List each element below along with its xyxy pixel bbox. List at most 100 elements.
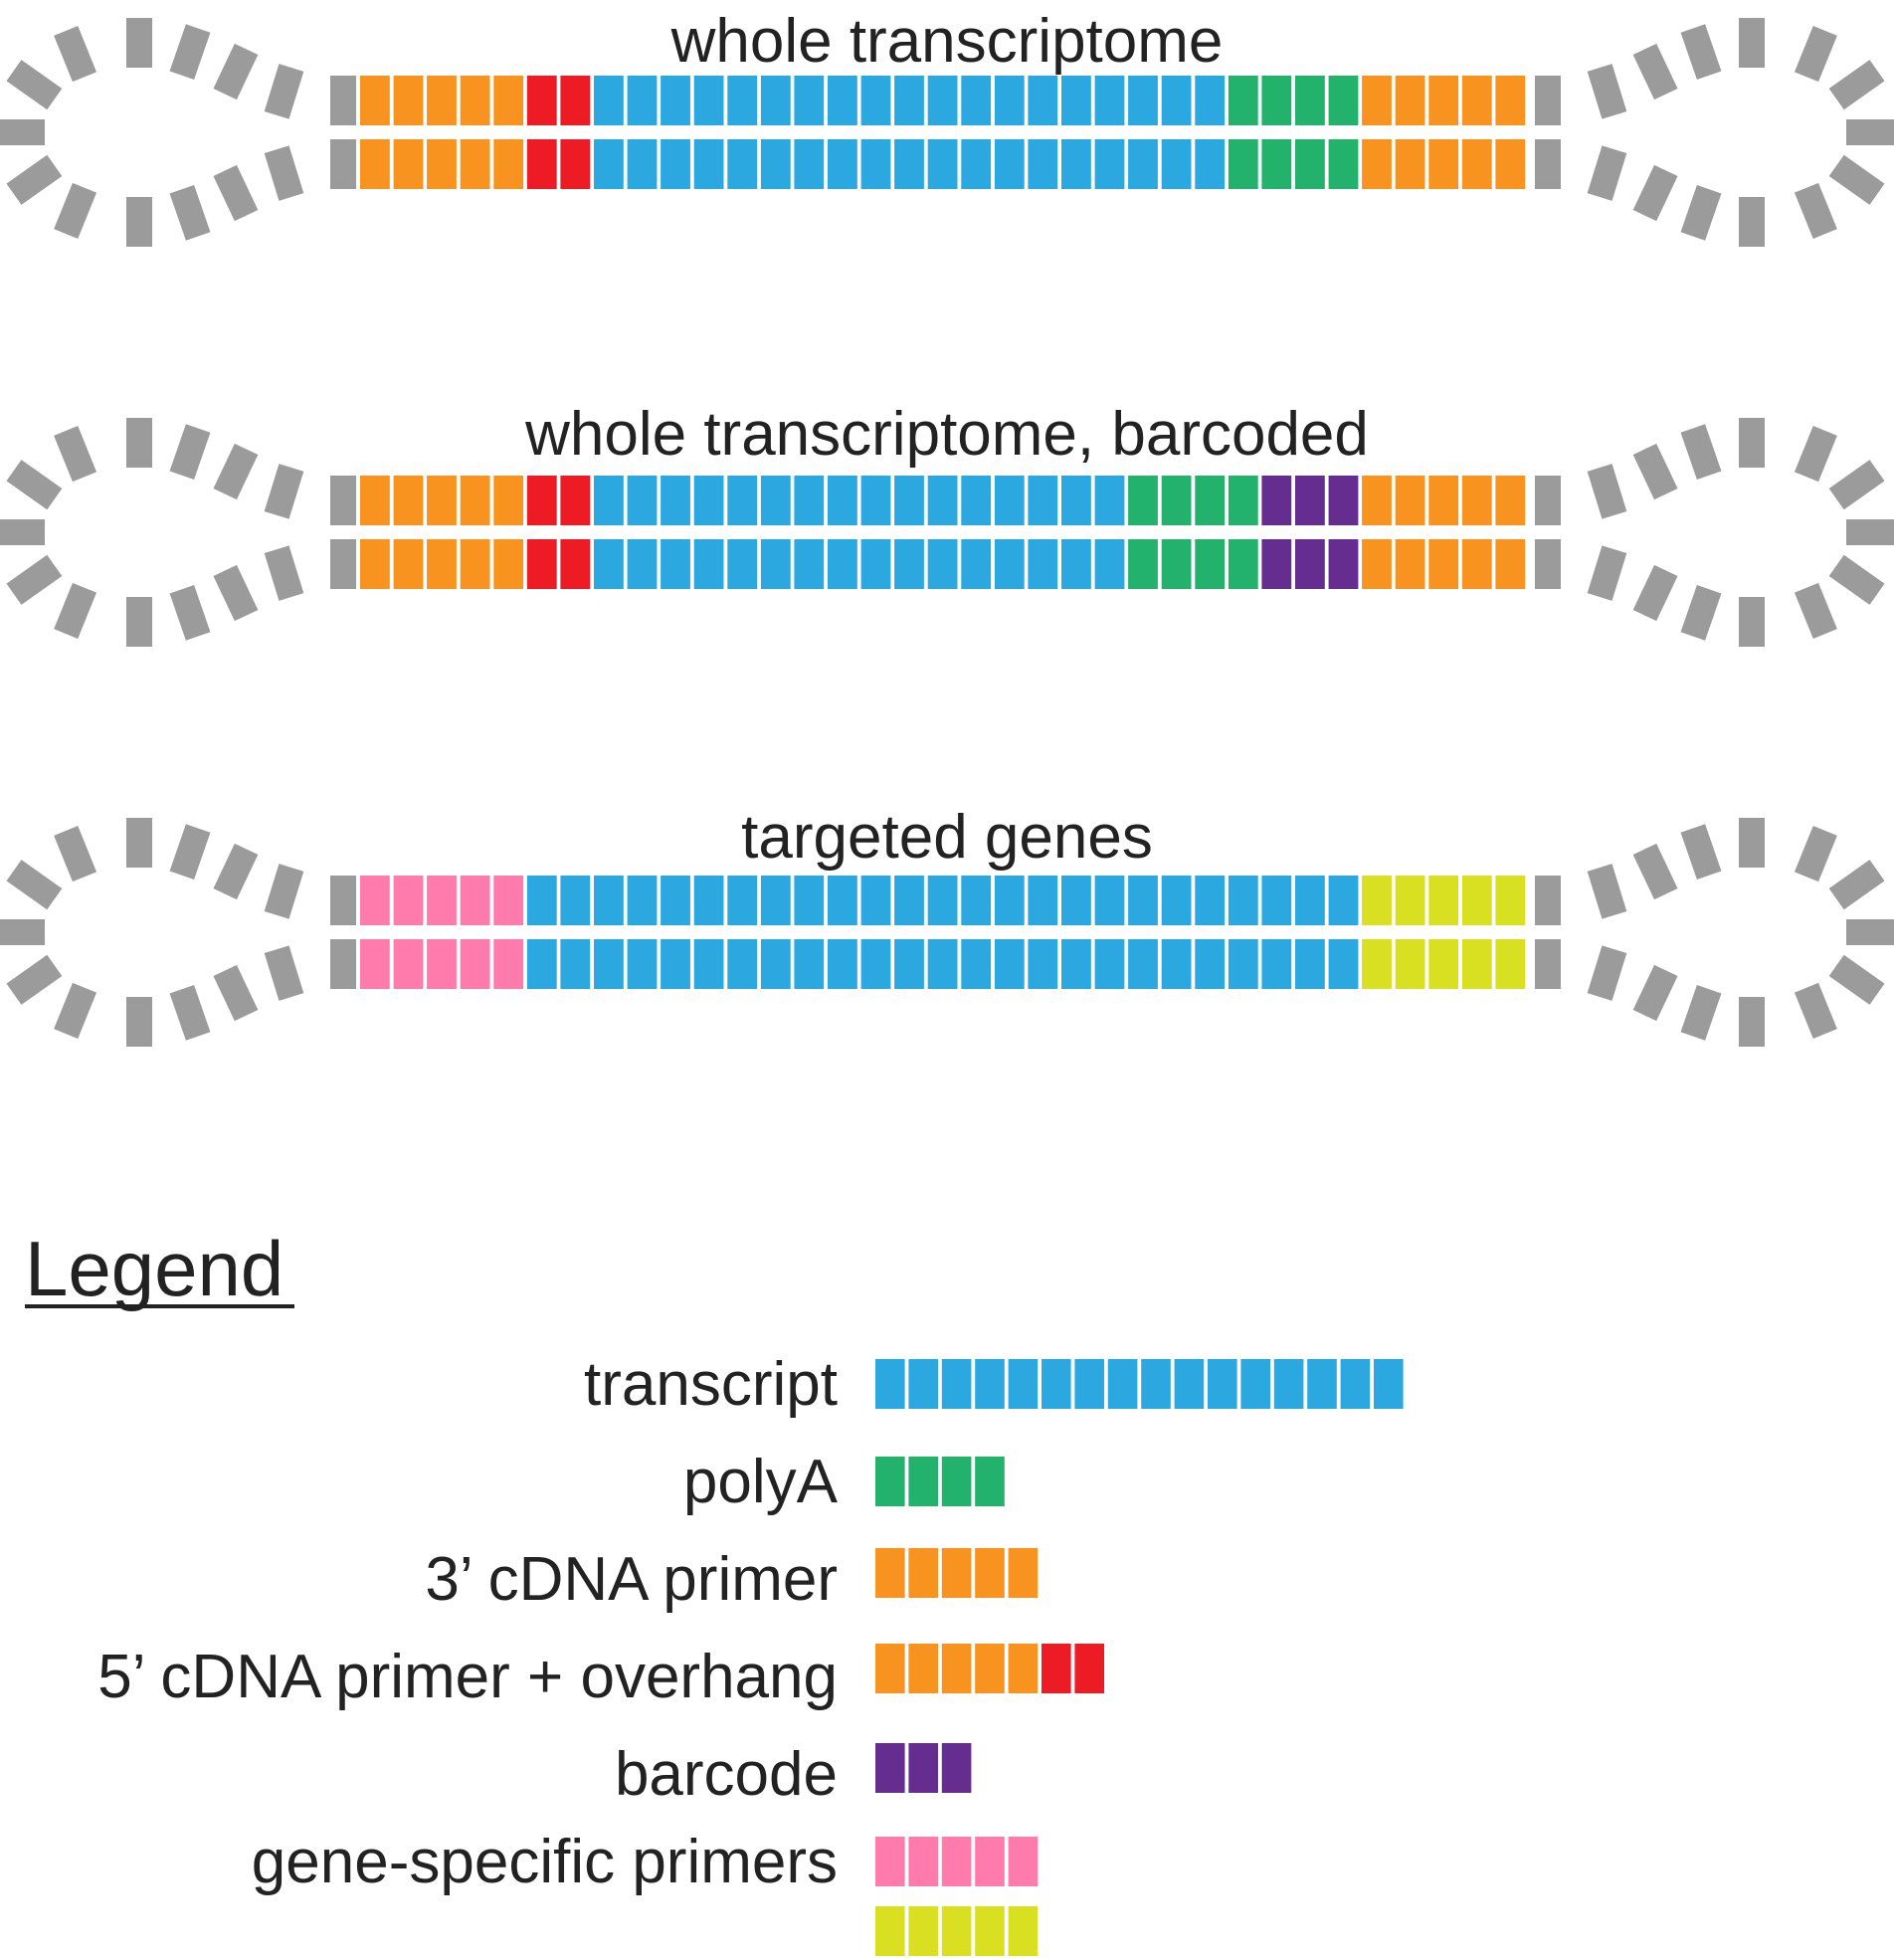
backbone-block <box>1794 26 1837 83</box>
transcript-block <box>1094 876 1125 925</box>
transcript-block <box>860 476 891 525</box>
transcript-block <box>1161 876 1192 925</box>
transcript-block <box>794 139 825 189</box>
legend-label: polyA <box>683 1448 839 1516</box>
polyA-block <box>1328 139 1359 189</box>
backbone-block <box>1828 860 1885 910</box>
polyA-block <box>1195 476 1226 525</box>
overhang-block <box>560 476 591 525</box>
cdna_primer-block <box>393 476 424 525</box>
transcript-block <box>1061 139 1091 189</box>
backbone-block <box>126 818 152 868</box>
transcript-block <box>794 476 825 525</box>
transcript-block <box>1328 876 1359 925</box>
backbone-block <box>54 582 97 639</box>
cdna_primer-block <box>1362 476 1392 525</box>
transcript-block <box>1061 539 1091 589</box>
backbone-block <box>54 982 97 1039</box>
cdna_primer-block <box>975 1644 1005 1693</box>
transcript-block <box>1094 139 1125 189</box>
transcript-block <box>1028 539 1058 589</box>
transcript-block <box>794 539 825 589</box>
backbone-block <box>1535 476 1561 525</box>
transcript-block <box>894 139 924 189</box>
backbone-block <box>1828 554 1885 605</box>
cdna_primer-block <box>460 539 490 589</box>
transcript-block <box>727 876 758 925</box>
backbone-block <box>1739 997 1765 1047</box>
legend-item-transcript: transcript <box>584 1350 1404 1419</box>
transcript-block <box>661 476 690 525</box>
transcript-block <box>693 539 724 589</box>
backbone-block <box>330 139 356 189</box>
transcript-block <box>860 539 891 589</box>
backbone-block <box>1846 919 1894 945</box>
transcript-block <box>693 76 724 125</box>
backbone-block <box>1846 119 1894 145</box>
polyA-block <box>1228 139 1258 189</box>
transcript-block <box>1128 939 1158 989</box>
transcript-block <box>1094 476 1125 525</box>
backbone-block <box>169 585 211 641</box>
cdna_primer-block <box>493 539 524 589</box>
cdna_primer-block <box>1395 539 1425 589</box>
gene_primer_5-block <box>427 876 457 925</box>
transcript-block <box>661 539 690 589</box>
polyA-block <box>1261 139 1292 189</box>
transcript-block <box>961 876 992 925</box>
overhang-block <box>1042 1644 1071 1693</box>
cdna_primer-block <box>1461 476 1492 525</box>
construct-targeted-genes: targeted genes <box>0 803 1894 1047</box>
gene_primer_3-block <box>1362 876 1392 925</box>
backbone-block <box>169 24 211 80</box>
gene_primer_5-block <box>360 939 390 989</box>
transcript-block <box>627 939 658 989</box>
backbone-block <box>1587 864 1627 919</box>
transcript-block <box>560 876 591 925</box>
legend-item-barcode: barcode <box>615 1740 972 1809</box>
gene_primer_3-block <box>941 1906 972 1956</box>
transcript-block <box>927 539 958 589</box>
cdna_primer-block <box>393 539 424 589</box>
transcript-block <box>860 139 891 189</box>
polyA-block <box>1295 76 1325 125</box>
barcode-block <box>1328 476 1359 525</box>
backbone-block <box>1632 443 1678 500</box>
backbone-block <box>264 464 304 519</box>
transcript-block <box>794 939 825 989</box>
transcript-block <box>727 476 758 525</box>
backbone-block <box>6 954 63 1005</box>
legend-label: 3’ cDNA primer <box>425 1545 838 1614</box>
cdna_primer-block <box>460 139 490 189</box>
backbone-block <box>1794 582 1837 639</box>
gene_primer_5-block <box>493 939 524 989</box>
transcript-block <box>760 876 791 925</box>
cdna_primer-block <box>427 539 457 589</box>
transcript-block <box>1074 1359 1104 1409</box>
transcript-block <box>1028 476 1058 525</box>
polyA-block <box>1161 476 1192 525</box>
transcript-block <box>760 939 791 989</box>
backbone-block <box>1535 139 1561 189</box>
transcript-block <box>760 539 791 589</box>
gene_primer_5-block <box>875 1837 905 1886</box>
transcript-block <box>1028 139 1058 189</box>
cdna_primer-block <box>1395 139 1425 189</box>
transcript-block <box>594 76 624 125</box>
transcript-block <box>1128 876 1158 925</box>
backbone-block <box>213 564 259 622</box>
backbone-block <box>169 185 211 241</box>
transcript-block <box>961 539 992 589</box>
backbone-block <box>169 424 211 480</box>
transcript-block <box>1161 139 1192 189</box>
construct-title: whole transcriptome, barcoded <box>524 400 1369 469</box>
barcode-block <box>1328 539 1359 589</box>
overhang-block <box>560 539 591 589</box>
backbone-block <box>1794 982 1837 1039</box>
barcode-block <box>941 1743 972 1793</box>
transcript-block <box>1061 939 1091 989</box>
transcript-block <box>661 76 690 125</box>
cdna_primer-block <box>360 539 390 589</box>
transcript-block <box>727 139 758 189</box>
transcript-block <box>594 939 624 989</box>
